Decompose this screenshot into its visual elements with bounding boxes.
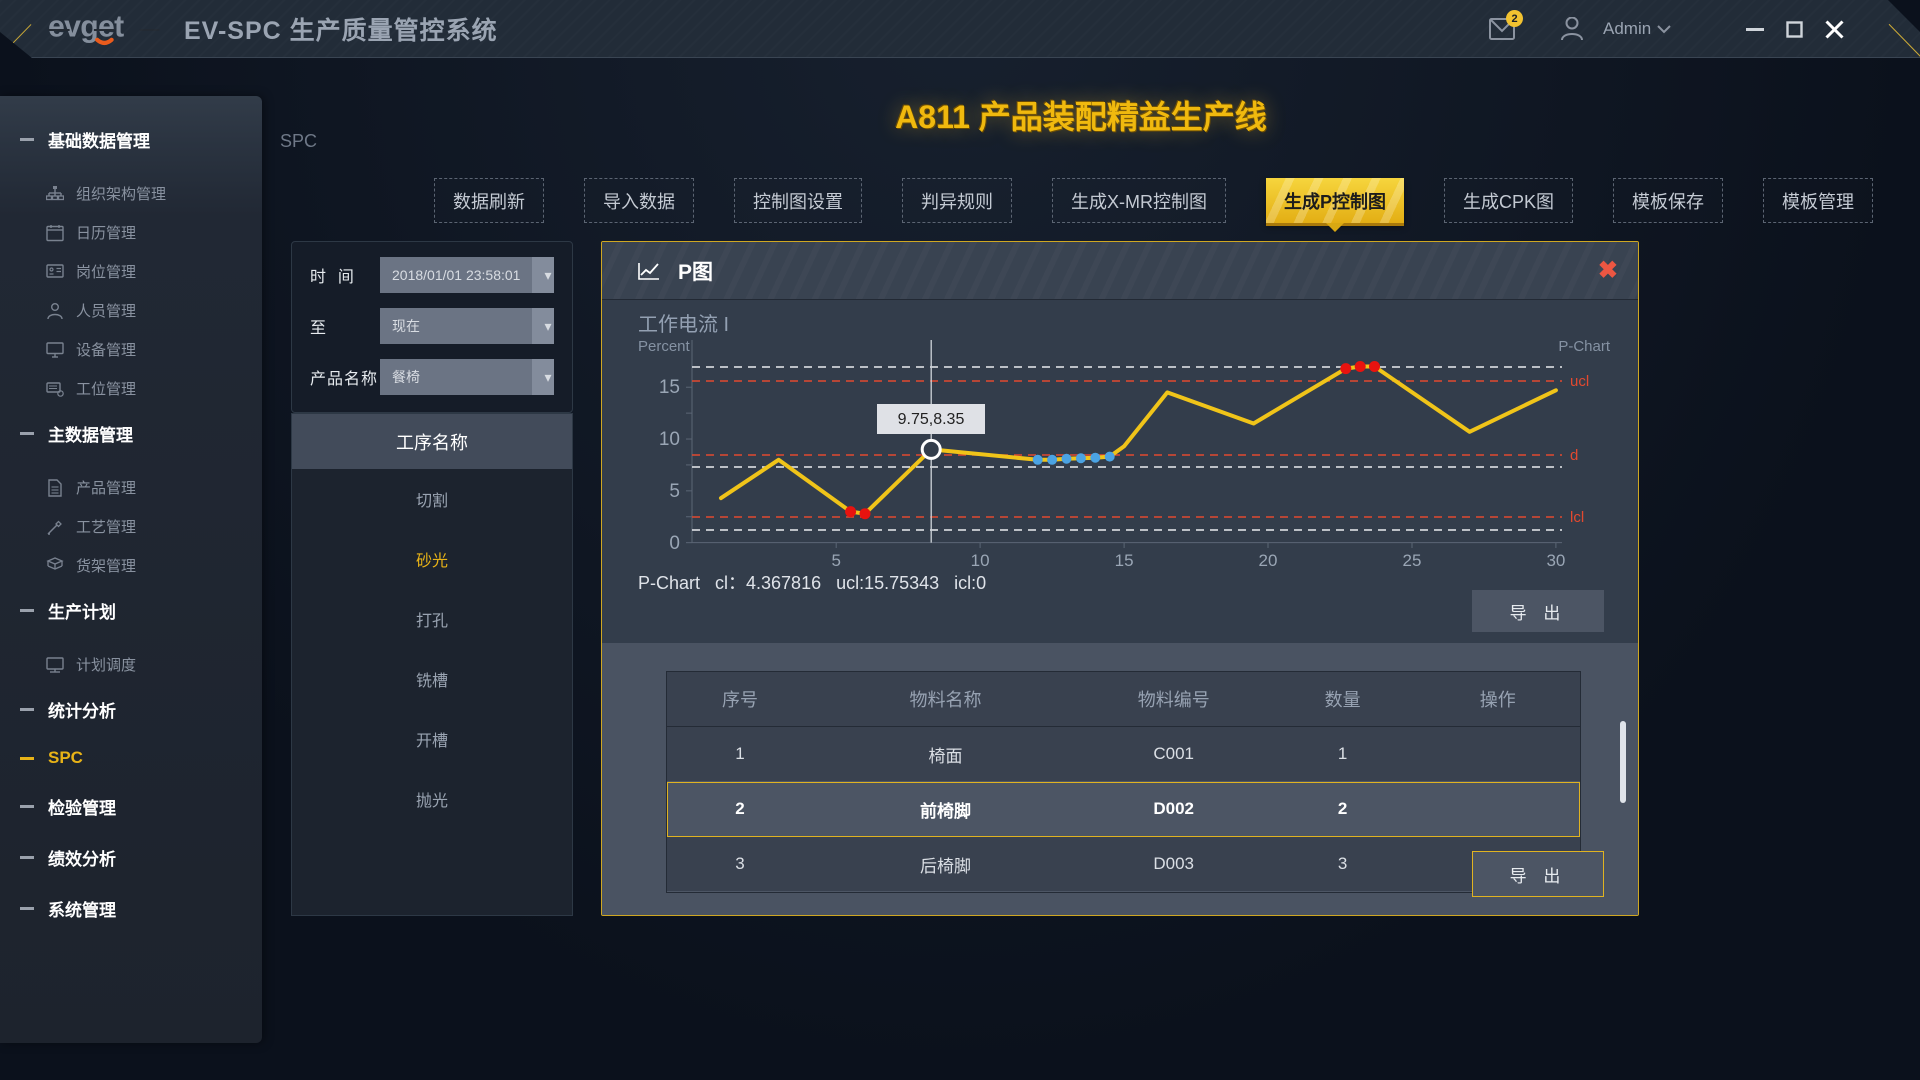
svg-text:0: 0 (669, 533, 680, 554)
svg-text:10: 10 (971, 551, 990, 570)
svg-text:30: 30 (1546, 551, 1565, 570)
svg-text:15: 15 (1115, 551, 1134, 570)
svg-text:20: 20 (1259, 551, 1278, 570)
svg-text:5: 5 (669, 481, 680, 502)
svg-text:10: 10 (659, 429, 680, 450)
svg-text:15: 15 (659, 377, 680, 398)
svg-text:d: d (1570, 447, 1578, 464)
svg-text:9.75,8.35: 9.75,8.35 (898, 411, 965, 428)
svg-text:ucl: ucl (1570, 373, 1589, 390)
svg-text:lcl: lcl (1570, 509, 1584, 526)
svg-text:5: 5 (831, 551, 840, 570)
svg-text:25: 25 (1403, 551, 1422, 570)
